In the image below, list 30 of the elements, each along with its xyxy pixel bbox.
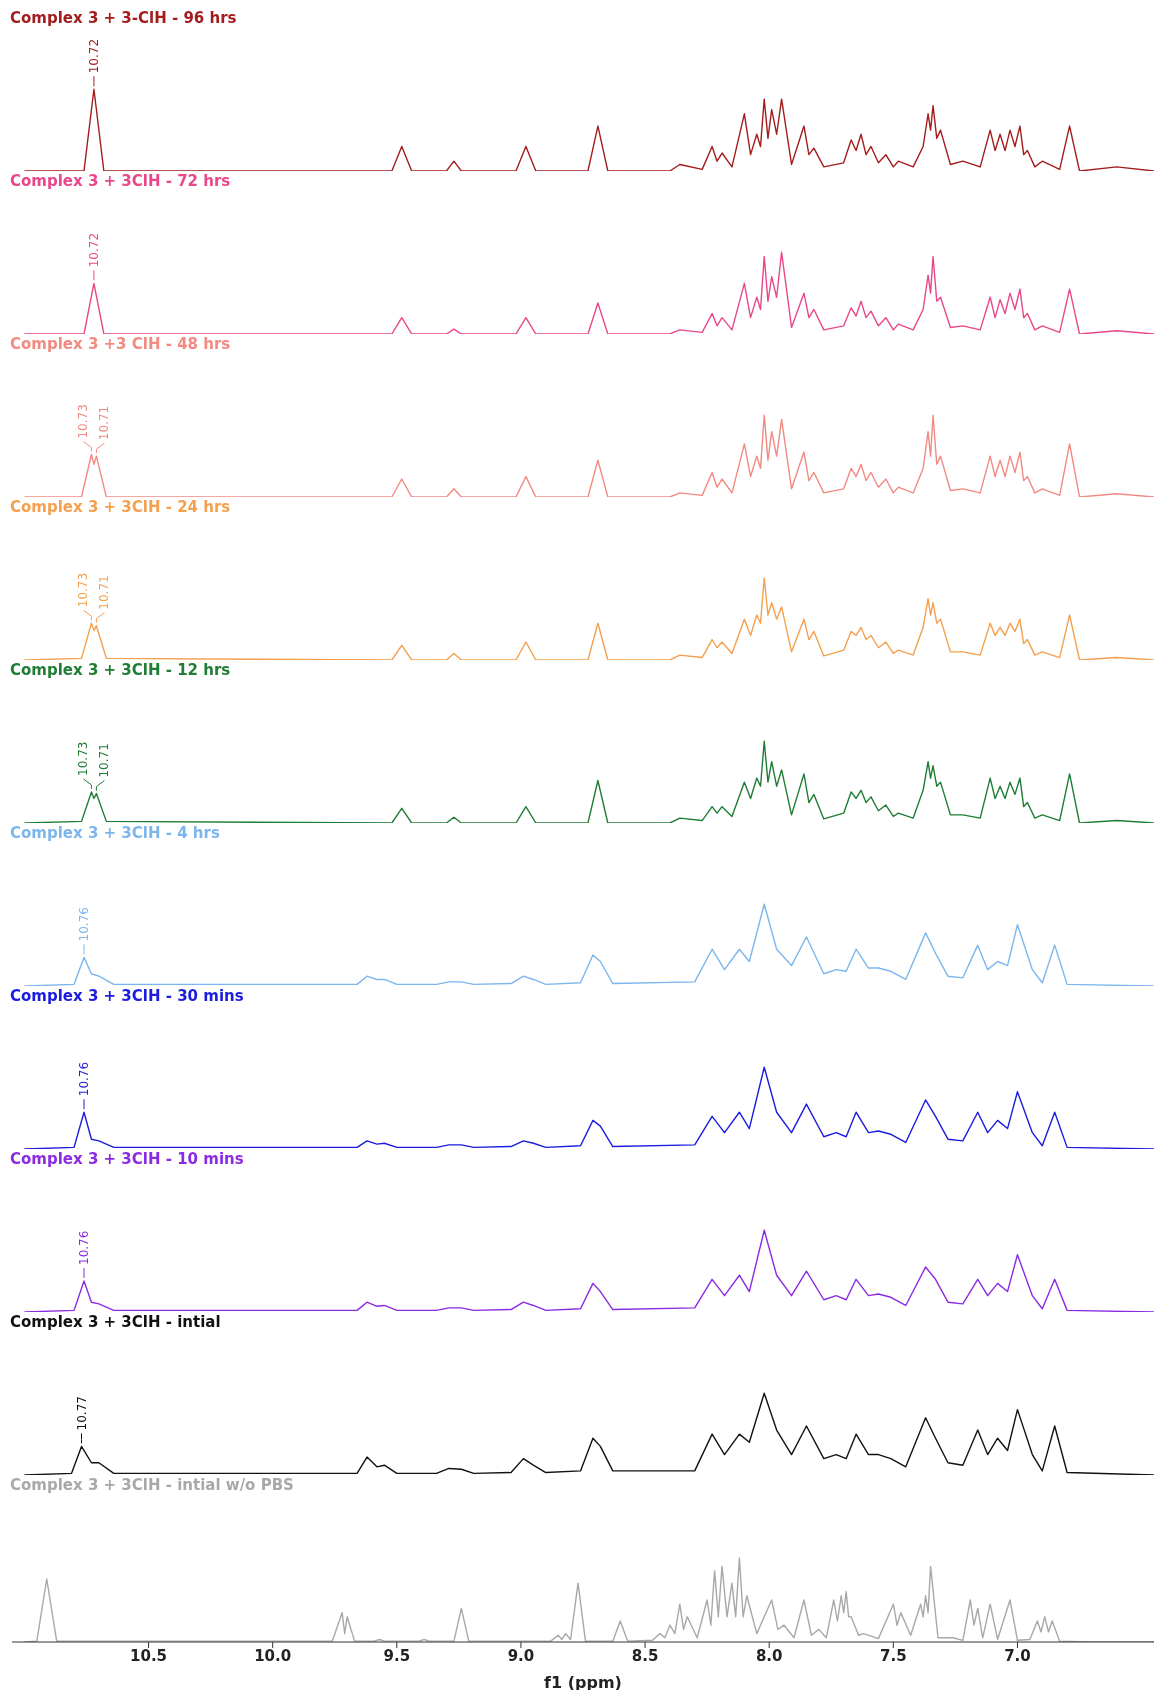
annotation: 10.72 <box>86 232 101 268</box>
annotation: 10.71 <box>97 575 112 610</box>
chart-title: Complex 3 + 3ClH - 30 mins <box>9 986 245 1006</box>
x-tick-label: 7.0 <box>1004 1646 1031 1665</box>
x-tick-label: 7.5 <box>880 1646 907 1665</box>
x-tick-label: 8.0 <box>755 1646 783 1665</box>
x-tick-label: 9.5 <box>383 1646 411 1665</box>
x-tick-label: 10.5 <box>130 1646 168 1665</box>
annotation: 10.76 <box>77 907 91 942</box>
chart-title: Complex 3 + 3-ClH - 96 hrs <box>9 8 238 28</box>
chart-title: Complex 3 + 3ClH - 10 mins <box>9 1149 245 1169</box>
annotation: 10.72 <box>86 38 101 74</box>
chart-title: Complex 3 + 3ClH - 4 hrs <box>9 823 221 843</box>
chart-title: Complex 3 + 3ClH - intial <box>9 1312 222 1332</box>
chart-title: Complex 3 + 3ClH - 72 hrs <box>9 171 232 191</box>
annotation: 10.71 <box>97 405 112 441</box>
chart-title: Complex 3 + 3ClH - 24 hrs <box>9 497 232 517</box>
chart-title: Complex 3 +3 ClH - 48 hrs <box>9 334 232 354</box>
chart-title: Complex 3 + 3ClH - intial w/o PBS <box>9 1475 295 1495</box>
annotation: 10.71 <box>97 743 112 778</box>
annotation: 10.73 <box>76 741 91 776</box>
chart-title: Complex 3 + 3ClH - 12 hrs <box>9 660 232 680</box>
x-tick-label: 10.0 <box>254 1646 292 1665</box>
annotation: 10.77 <box>74 1396 89 1431</box>
x-tick-label: 8.5 <box>631 1646 659 1665</box>
x-tick-label: 9.0 <box>507 1646 535 1665</box>
annotation: 10.76 <box>77 1230 91 1265</box>
annotation: 10.73 <box>76 404 91 439</box>
annotation: 10.76 <box>77 1061 91 1097</box>
annotation: 10.73 <box>76 572 91 608</box>
